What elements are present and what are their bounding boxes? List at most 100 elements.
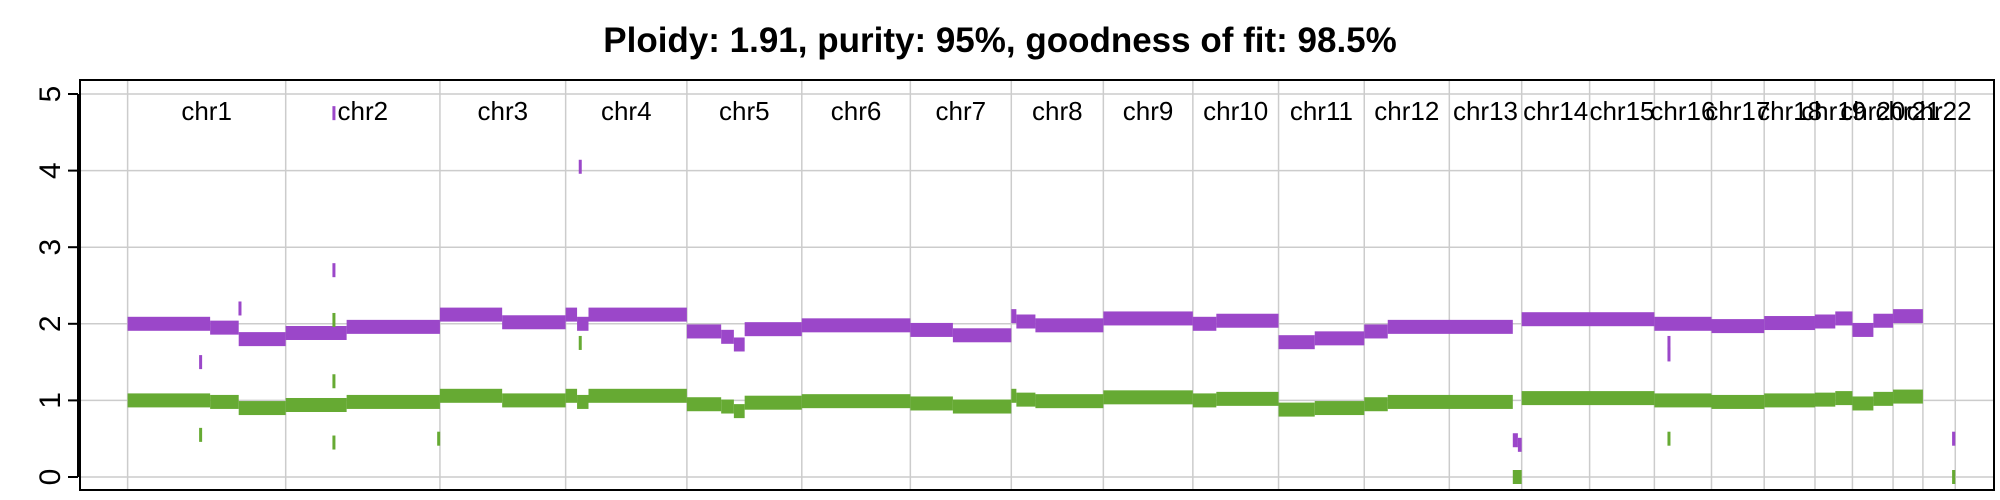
total-copy-number-segment — [1016, 314, 1036, 329]
total-copy-number-segment — [1387, 319, 1513, 334]
chart-title: Ploidy: 1.91, purity: 95%, goodness of f… — [603, 21, 1397, 60]
minor-copy-number-segment — [721, 399, 734, 414]
minor-copy-number-series — [127, 312, 1956, 484]
total-copy-number-outlier — [332, 106, 336, 121]
chromosome-label: chr2 — [338, 96, 389, 126]
minor-copy-number-outlier — [437, 431, 441, 446]
total-copy-number-segment — [285, 325, 347, 340]
total-copy-number-segment — [127, 316, 211, 331]
chromosome-label: chr16 — [1650, 96, 1715, 126]
chromosome-label: chr4 — [601, 96, 652, 126]
y-tick-label: 1 — [34, 392, 67, 409]
chromosome-label: chr15 — [1589, 96, 1654, 126]
total-copy-number-segment — [1011, 309, 1017, 324]
minor-copy-number-segment — [1952, 470, 1956, 484]
chromosome-label: chr3 — [478, 96, 529, 126]
minor-copy-number-segment — [1103, 390, 1193, 405]
grid-lines — [80, 80, 1994, 490]
minor-copy-number-segment — [801, 394, 911, 409]
minor-copy-number-segment — [577, 394, 589, 409]
total-copy-number-outlier — [578, 159, 582, 174]
minor-copy-number-segment — [1654, 393, 1712, 408]
minor-copy-number-segment — [127, 393, 211, 408]
total-copy-number-segment — [346, 319, 440, 334]
minor-copy-number-segment — [1192, 393, 1217, 408]
minor-copy-number-segment — [588, 388, 687, 403]
chromosome-label: chr7 — [936, 96, 987, 126]
total-copy-number-segment — [910, 322, 953, 337]
total-copy-number-segment — [588, 307, 687, 322]
total-copy-number-segment — [1711, 319, 1765, 334]
total-copy-number-segment — [1893, 309, 1923, 324]
minor-copy-number-segment — [1364, 397, 1388, 412]
total-copy-number-segment — [1764, 316, 1815, 331]
total-copy-number-segment — [1835, 311, 1853, 326]
minor-copy-number-segment — [1314, 401, 1365, 416]
total-copy-number-segment — [1852, 322, 1874, 337]
total-copy-number-segment — [952, 328, 1012, 343]
total-copy-number-segment — [1035, 318, 1104, 333]
minor-copy-number-segment — [502, 393, 566, 408]
chromosome-label: chr14 — [1523, 96, 1588, 126]
minor-copy-number-segment — [1711, 394, 1765, 409]
chromosome-label: chr22 — [1907, 96, 1972, 126]
minor-copy-number-segment — [285, 397, 347, 412]
minor-copy-number-segment — [1011, 388, 1017, 403]
chromosome-label: chr12 — [1374, 96, 1439, 126]
y-tick-label: 3 — [34, 239, 67, 256]
total-copy-number-segment — [1814, 314, 1836, 329]
total-copy-number-segment — [565, 307, 578, 322]
total-copy-number-segment — [1517, 437, 1522, 452]
total-copy-number-segment — [1873, 313, 1894, 328]
minor-copy-number-segment — [1852, 396, 1874, 411]
minor-copy-number-segment — [952, 399, 1012, 414]
chromosome-label: chr21 — [1875, 96, 1940, 126]
minor-copy-number-segment — [1814, 392, 1836, 407]
minor-copy-number-segment — [910, 396, 953, 411]
minor-copy-number-segment — [686, 397, 722, 412]
minor-copy-number-segment — [1278, 402, 1315, 417]
minor-copy-number-segment — [744, 395, 802, 410]
minor-copy-number-segment — [1387, 394, 1513, 409]
chromosome-labels: chr1 chr2 chr3 chr4 chr5 chr6 chr7 chr8 chr9 chr1… — [181, 96, 1971, 126]
total-copy-number-segment — [801, 318, 911, 333]
total-copy-number-segment — [1512, 433, 1518, 448]
minor-copy-number-segment — [1835, 391, 1853, 406]
minor-copy-number-segment — [210, 394, 239, 409]
total-copy-number-outlier — [332, 263, 336, 278]
minor-copy-number-outlier — [1667, 431, 1671, 446]
total-copy-number-outlier — [199, 355, 203, 370]
minor-copy-number-outlier — [332, 435, 336, 450]
total-copy-number-series — [127, 106, 1956, 452]
total-copy-number-segment — [1521, 312, 1655, 327]
total-copy-number-segment — [1278, 335, 1315, 350]
chromosome-label: chr20 — [1840, 96, 1905, 126]
chromosome-label: chr17 — [1705, 96, 1770, 126]
minor-copy-number-segment — [1216, 391, 1279, 406]
plot-frame — [79, 79, 1995, 491]
total-copy-number-outlier — [1667, 335, 1671, 350]
total-copy-number-segment — [733, 337, 745, 352]
total-copy-number-segment — [744, 322, 802, 337]
minor-copy-number-outlier — [578, 335, 582, 350]
minor-copy-number-segment — [1512, 470, 1522, 484]
chromosome-label: chr1 — [181, 96, 232, 126]
minor-copy-number-outlier — [332, 312, 336, 327]
total-copy-number-segment — [1103, 311, 1193, 326]
total-copy-number-segment — [502, 315, 566, 330]
minor-copy-number-segment — [1016, 392, 1036, 407]
y-tick-label: 4 — [34, 162, 67, 179]
minor-copy-number-segment — [346, 394, 440, 409]
minor-copy-number-segment — [238, 401, 286, 416]
chromosome-label: chr9 — [1123, 96, 1174, 126]
y-tick-label: 0 — [34, 469, 67, 486]
chromosome-label: chr8 — [1032, 96, 1083, 126]
chromosome-label: chr6 — [831, 96, 882, 126]
total-copy-number-segment — [1216, 313, 1279, 328]
minor-copy-number-segment — [565, 388, 578, 403]
minor-copy-number-segment — [1764, 393, 1815, 408]
total-copy-number-segment — [1952, 431, 1956, 446]
chromosome-label: chr11 — [1290, 96, 1353, 126]
minor-copy-number-segment — [733, 404, 745, 419]
total-copy-number-segment — [439, 307, 503, 322]
